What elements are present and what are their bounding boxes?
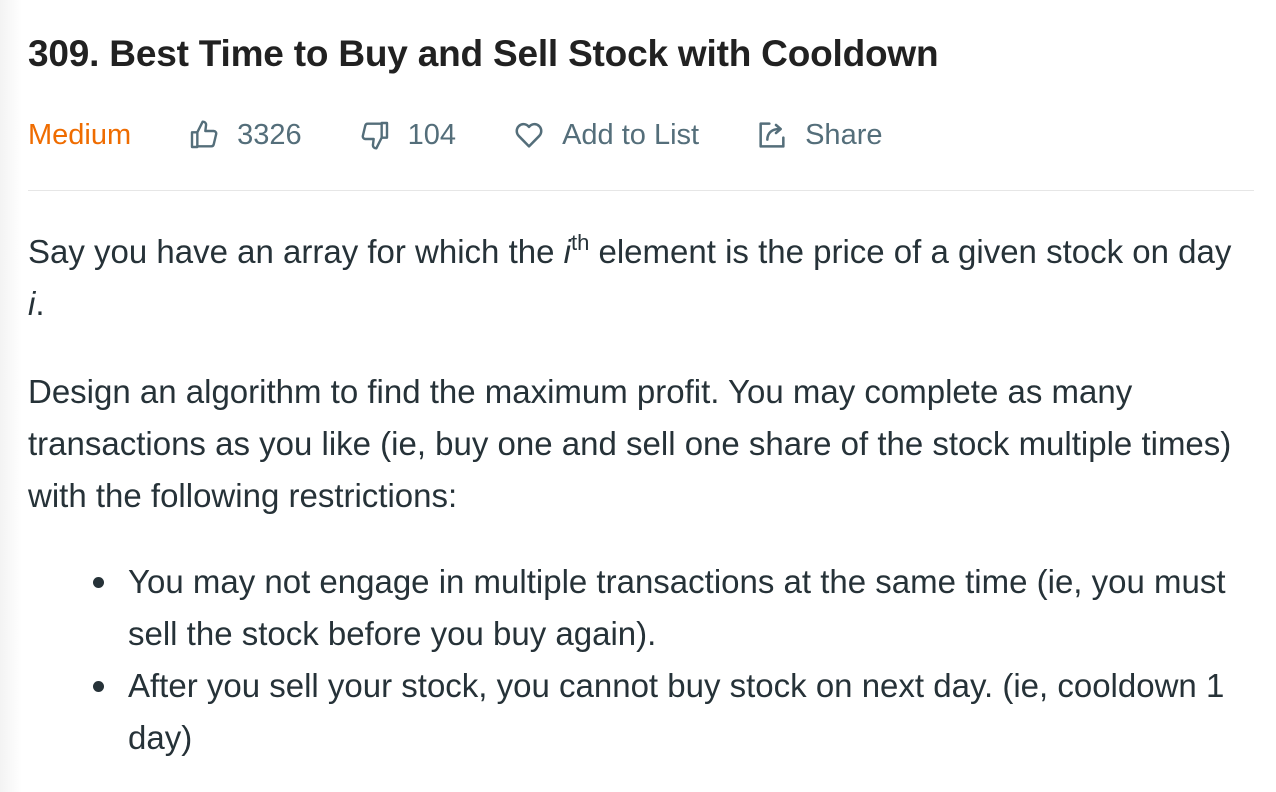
italic-day-i: i: [28, 285, 36, 322]
like-count: 3326: [237, 118, 302, 151]
share-icon: [755, 118, 789, 152]
list-item: You may not engage in multiple transacti…: [28, 556, 1254, 660]
superscript-th: th: [570, 230, 590, 255]
difficulty-badge: Medium: [28, 118, 132, 151]
share-label: Share: [805, 118, 883, 151]
add-to-list-button[interactable]: Add to List: [512, 118, 699, 152]
bullet-icon: [93, 681, 104, 692]
description-text: Say you have an array for which the: [28, 233, 564, 270]
dislike-count: 104: [407, 118, 457, 151]
heart-icon: [512, 118, 546, 152]
restriction-text: After you sell your stock, you cannot bu…: [128, 667, 1225, 756]
description-text: .: [35, 285, 45, 322]
dislike-button[interactable]: 104: [358, 118, 456, 152]
add-to-list-label: Add to List: [562, 118, 700, 151]
bullet-icon: [93, 577, 104, 588]
restrictions-list: You may not engage in multiple transacti…: [28, 556, 1254, 764]
like-button[interactable]: 3326: [187, 118, 302, 152]
description-paragraph-1: Say you have an array for which the ith …: [28, 191, 1254, 330]
description-text: element is the price of a given stock on…: [589, 233, 1232, 270]
problem-meta-bar: Medium 3326 104: [28, 112, 1254, 158]
problem-description: Say you have an array for which the ith …: [28, 191, 1254, 764]
problem-title: 309. Best Time to Buy and Sell Stock wit…: [28, 33, 939, 74]
restriction-text: You may not engage in multiple transacti…: [128, 563, 1226, 652]
share-button[interactable]: Share: [755, 118, 882, 152]
italic-i: i: [563, 233, 571, 270]
problem-description-panel: 309. Best Time to Buy and Sell Stock wit…: [28, 0, 1254, 764]
meta-divider: [28, 190, 1254, 191]
thumbs-up-icon: [187, 118, 221, 152]
list-item: After you sell your stock, you cannot bu…: [28, 660, 1254, 764]
description-paragraph-2: Design an algorithm to find the maximum …: [28, 373, 1232, 514]
thumbs-down-icon: [358, 118, 392, 152]
left-edge-shadow: [0, 0, 22, 792]
